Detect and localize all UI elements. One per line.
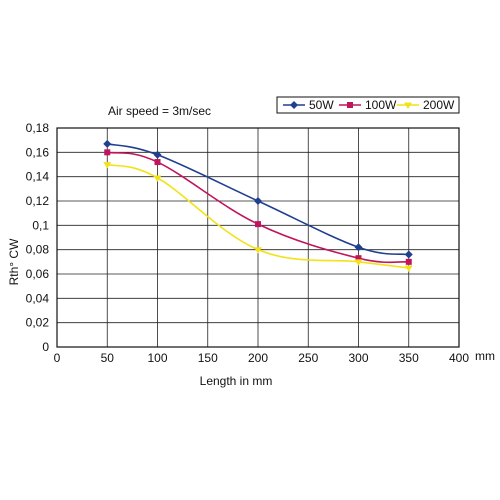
x-tick-label: 300 — [348, 351, 368, 365]
data-point-50w — [354, 243, 363, 252]
y-tick-label: 0,18 — [26, 121, 50, 135]
plot-frame — [56, 127, 460, 348]
y-tick-label: 0,1 — [32, 218, 49, 232]
y-tick-label: 0,16 — [26, 145, 50, 159]
legend-marker-50w — [290, 101, 298, 109]
x-tick-label: 200 — [248, 351, 268, 365]
data-point-100w — [405, 258, 412, 265]
y-tick-label: 0,04 — [26, 291, 50, 305]
x-tick-label: 50 — [101, 351, 115, 365]
y-tick-label: 0,08 — [26, 243, 50, 257]
data-point-50w — [404, 250, 413, 259]
data-point-50w — [153, 150, 162, 159]
legend: 50W 100W 200W — [276, 96, 460, 114]
y-tick-label: 0 — [42, 340, 49, 354]
data-point-200w — [354, 259, 363, 266]
axes: 0 0,02 0,04 0,06 0,08 0,1 0,12 0,14 0,16 0,18 0 50 1… — [26, 121, 470, 365]
y-tick-label: 0,02 — [26, 316, 50, 330]
x-tick-label: 350 — [399, 351, 419, 365]
data-point-100w — [104, 149, 111, 156]
legend-label-50w: 50W — [309, 98, 334, 112]
x-tick-label: 100 — [147, 351, 167, 365]
legend-marker-100w — [347, 102, 353, 108]
data-point-100w — [355, 255, 362, 262]
chart-annotation: Air speed = 3m/sec — [108, 104, 211, 118]
data-point-100w — [154, 159, 161, 166]
x-tick-label: 150 — [198, 351, 218, 365]
legend-label-200w: 200W — [423, 98, 455, 112]
x-tick-label: 400 — [449, 351, 469, 365]
x-axis-label: Length in mm — [200, 374, 273, 388]
y-axis-label: Rth° CW — [7, 238, 21, 285]
legend-marker-200w — [404, 102, 412, 109]
y-tick-label: 0,06 — [26, 267, 50, 281]
data-point-50w — [254, 197, 262, 205]
data-point-200w — [404, 265, 413, 272]
grid — [56, 127, 460, 348]
x-tick-label: 250 — [298, 351, 318, 365]
legend-box — [276, 96, 460, 114]
data-point-200w — [103, 162, 112, 169]
y-tick-label: 0,12 — [26, 194, 50, 208]
data-point-200w — [153, 175, 162, 182]
data-point-100w — [255, 221, 261, 228]
x-tick-label: 0 — [54, 351, 61, 365]
data-point-200w — [254, 247, 262, 254]
legend-label-100w: 100W — [365, 98, 397, 112]
x-axis-unit: mm — [475, 349, 495, 363]
y-tick-label: 0,14 — [26, 170, 50, 184]
data-point-50w — [103, 139, 112, 148]
series-markers — [103, 139, 413, 272]
